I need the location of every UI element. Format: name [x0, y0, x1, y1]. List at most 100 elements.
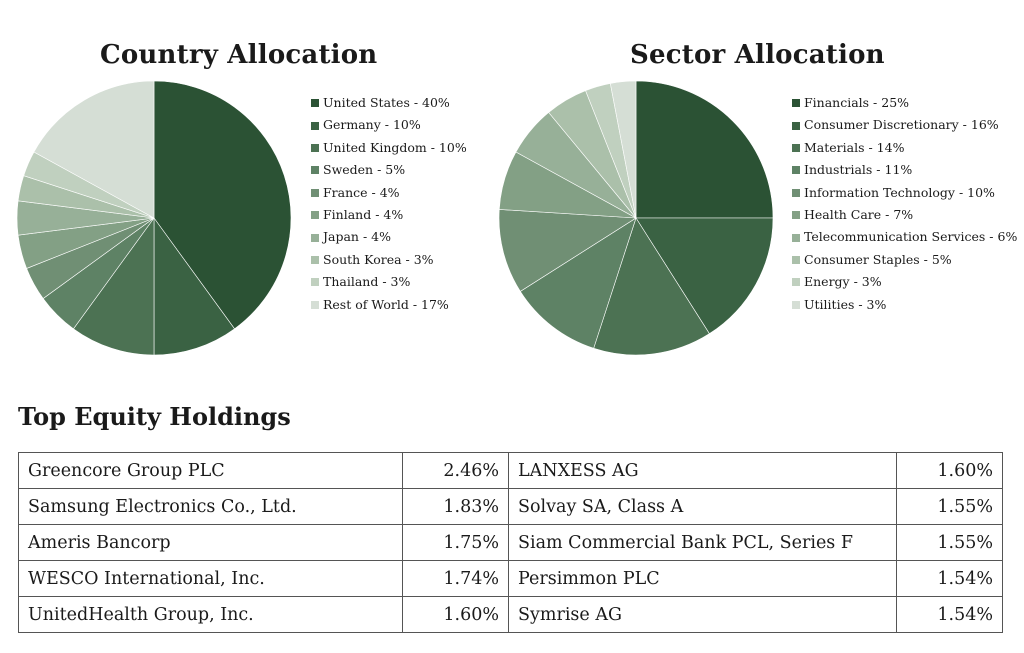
holding-weight: 1.54%: [896, 596, 1003, 633]
country-legend-item: United States - 40%: [311, 92, 467, 114]
sector-slice-materials: [593, 217, 710, 356]
top-holdings-heading: Top Equity Holdings: [18, 402, 291, 431]
country-allocation-title: Country Allocation: [100, 40, 378, 70]
sector-legend-label: Telecommunication Services - 6%: [804, 229, 1018, 245]
holding-name: Solvay SA, Class A: [508, 488, 897, 525]
table-row: WESCO International, Inc. 1.74% Persimmon …: [18, 560, 1003, 597]
country-legend-item: Rest of World - 17%: [311, 294, 467, 316]
sector-legend-item: Information Technology - 10%: [792, 182, 1017, 204]
sector-legend-swatch: [792, 99, 800, 108]
country-legend-swatch: [311, 278, 319, 287]
sector-legend-item: Consumer Discretionary - 16%: [792, 114, 1017, 136]
sector-legend-swatch: [792, 211, 800, 220]
sector-slice-utilities: [609, 80, 637, 219]
table-row: Ameris Bancorp 1.75% Siam Commercial Bank …: [18, 524, 1003, 561]
sector-allocation-title: Sector Allocation: [630, 40, 885, 70]
holding-name: Ameris Bancorp: [18, 524, 403, 561]
country-legend-item: South Korea - 3%: [311, 249, 467, 271]
sector-allocation-pie: [498, 80, 774, 356]
holding-weight: 1.55%: [896, 488, 1003, 525]
holding-name: WESCO International, Inc.: [18, 560, 403, 597]
sector-legend-label: Utilities - 3%: [804, 296, 887, 312]
country-slice-germany: [153, 217, 235, 356]
table-row: Samsung Electronics Co., Ltd. 1.83% Solvay…: [18, 488, 1003, 525]
sector-slice-consumer-discretionary: [635, 217, 774, 335]
country-legend-label: Japan - 4%: [323, 229, 391, 245]
country-legend-swatch: [311, 166, 319, 175]
holding-name: LANXESS AG: [508, 452, 897, 489]
holding-weight: 1.60%: [896, 452, 1003, 489]
holding-name: UnitedHealth Group, Inc.: [18, 596, 403, 633]
sector-slice-industrials: [519, 217, 637, 349]
sector-legend-label: Consumer Staples - 5%: [804, 251, 952, 267]
country-legend-label: France - 4%: [323, 184, 400, 200]
country-legend-label: Sweden - 5%: [323, 162, 406, 178]
holding-name: Persimmon PLC: [508, 560, 897, 597]
holding-name: Siam Commercial Bank PCL, Series F: [508, 524, 897, 561]
sector-allocation-legend: Financials - 25% Consumer Discretionary -…: [792, 92, 1017, 316]
sector-legend-item: Financials - 25%: [792, 92, 1017, 114]
sector-legend-swatch: [792, 233, 800, 242]
country-legend-item: Sweden - 5%: [311, 159, 467, 181]
holding-name: Symrise AG: [508, 596, 897, 633]
country-legend-item: Germany - 10%: [311, 114, 467, 136]
sector-legend-item: Utilities - 3%: [792, 294, 1017, 316]
country-legend-swatch: [311, 121, 319, 130]
sector-legend-label: Industrials - 11%: [804, 162, 913, 178]
sector-legend-item: Health Care - 7%: [792, 204, 1017, 226]
sector-legend-swatch: [792, 121, 800, 130]
country-legend-label: South Korea - 3%: [323, 251, 434, 267]
sector-legend-swatch: [792, 278, 800, 287]
country-legend-item: Finland - 4%: [311, 204, 467, 226]
sector-legend-label: Energy - 3%: [804, 274, 882, 290]
country-legend-swatch: [311, 233, 319, 242]
sector-legend-swatch: [792, 143, 800, 152]
sector-legend-swatch: [792, 166, 800, 175]
country-legend-swatch: [311, 99, 319, 108]
sector-legend-label: Materials - 14%: [804, 139, 905, 155]
sector-legend-swatch: [792, 255, 800, 264]
holding-weight: 1.74%: [402, 560, 509, 597]
sector-slice-financials: [635, 80, 774, 219]
country-legend-label: Finland - 4%: [323, 206, 404, 222]
country-legend-item: United Kingdom - 10%: [311, 137, 467, 159]
sector-slice-information-technology: [498, 209, 637, 292]
country-legend-label: Thailand - 3%: [323, 274, 411, 290]
sector-legend-label: Consumer Discretionary - 16%: [804, 117, 999, 133]
sector-legend-item: Materials - 14%: [792, 137, 1017, 159]
country-legend-label: Germany - 10%: [323, 117, 421, 133]
sector-legend-swatch: [792, 188, 800, 197]
country-legend-swatch: [311, 300, 319, 309]
holding-weight: 1.83%: [402, 488, 509, 525]
country-legend-item: Japan - 4%: [311, 226, 467, 248]
top-holdings-table: Greencore Group PLC 2.46% LANXESS AG 1.60% S…: [18, 452, 1003, 633]
table-row: UnitedHealth Group, Inc. 1.60% Symrise AG 1…: [18, 596, 1003, 633]
country-allocation-pie: [16, 80, 292, 356]
sector-legend-item: Energy - 3%: [792, 271, 1017, 293]
country-legend-label: Rest of World - 17%: [323, 296, 449, 312]
holding-name: Greencore Group PLC: [18, 452, 403, 489]
sector-legend-item: Telecommunication Services - 6%: [792, 226, 1017, 248]
holding-weight: 1.75%: [402, 524, 509, 561]
sector-legend-swatch: [792, 300, 800, 309]
sector-legend-item: Industrials - 11%: [792, 159, 1017, 181]
country-legend-label: United Kingdom - 10%: [323, 139, 467, 155]
holding-name: Samsung Electronics Co., Ltd.: [18, 488, 403, 525]
holding-weight: 1.55%: [896, 524, 1003, 561]
table-row: Greencore Group PLC 2.46% LANXESS AG 1.60%: [18, 452, 1003, 489]
country-slice-united-kingdom: [73, 217, 155, 356]
country-slice-rest-of-world: [33, 80, 155, 219]
holding-weight: 2.46%: [402, 452, 509, 489]
country-legend-label: United States - 40%: [323, 95, 450, 110]
country-legend-item: Thailand - 3%: [311, 271, 467, 293]
country-legend-swatch: [311, 188, 319, 197]
country-legend-item: France - 4%: [311, 182, 467, 204]
country-legend-swatch: [311, 255, 319, 264]
sector-legend-item: Consumer Staples - 5%: [792, 249, 1017, 271]
sector-legend-label: Health Care - 7%: [804, 206, 914, 222]
country-slice-united-states: [153, 80, 292, 330]
sector-legend-label: Financials - 25%: [804, 95, 910, 110]
holding-weight: 1.54%: [896, 560, 1003, 597]
country-legend-swatch: [311, 211, 319, 220]
country-legend-swatch: [311, 143, 319, 152]
